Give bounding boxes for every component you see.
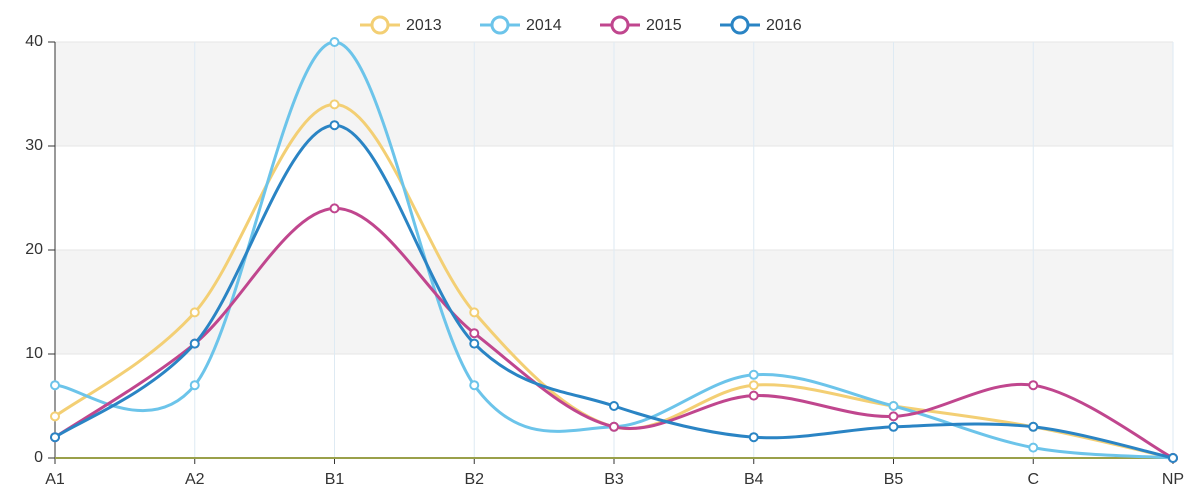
x-tick-label: B2 (464, 471, 484, 488)
data-point (609, 421, 619, 432)
data-point (1028, 380, 1039, 391)
data-point (189, 338, 200, 349)
data-point (1028, 442, 1039, 453)
x-tick-label: B3 (604, 471, 624, 488)
data-point (469, 328, 480, 339)
legend-label: 2013 (406, 17, 442, 34)
data-point (189, 307, 200, 318)
y-tick-label: 20 (25, 241, 43, 258)
legend-symbol (730, 15, 750, 35)
data-point (888, 421, 899, 432)
data-point (329, 120, 340, 131)
legend-label: 2015 (646, 17, 682, 34)
x-tick-label: A2 (185, 471, 205, 488)
data-point (329, 99, 340, 110)
x-tick-label: B5 (884, 471, 904, 488)
data-point (748, 369, 759, 380)
data-point (748, 390, 759, 401)
data-point (748, 432, 759, 443)
data-point (469, 380, 480, 391)
data-point (50, 432, 60, 443)
series-line (54, 102, 1174, 460)
series-line (54, 123, 1174, 460)
y-tick-label: 0 (34, 449, 43, 466)
x-tick-label: C (1027, 471, 1039, 488)
data-point (469, 307, 480, 318)
legend-label: 2014 (526, 17, 562, 34)
x-tick-label: B4 (744, 471, 764, 488)
legend-symbol (370, 15, 390, 35)
data-point (50, 411, 60, 422)
legend-label: 2016 (766, 17, 802, 34)
data-point (748, 380, 759, 391)
x-tick-label: B1 (325, 471, 345, 488)
data-point (189, 380, 200, 391)
data-point (329, 37, 340, 47)
data-point (888, 411, 899, 422)
series-line (54, 206, 1174, 460)
y-tick-label: 30 (25, 137, 43, 154)
data-point (1168, 453, 1178, 463)
x-tick-label: A1 (45, 471, 65, 488)
legend-symbol (610, 15, 630, 35)
data-point (469, 338, 480, 349)
data-point (50, 380, 60, 391)
y-tick-label: 40 (25, 33, 43, 50)
data-point (1028, 421, 1039, 432)
legend-symbol (490, 15, 510, 35)
y-tick-label: 10 (25, 345, 43, 362)
x-tick-label: NP (1162, 471, 1184, 488)
data-point (888, 401, 899, 411)
data-point (329, 203, 340, 214)
data-point (609, 401, 619, 411)
